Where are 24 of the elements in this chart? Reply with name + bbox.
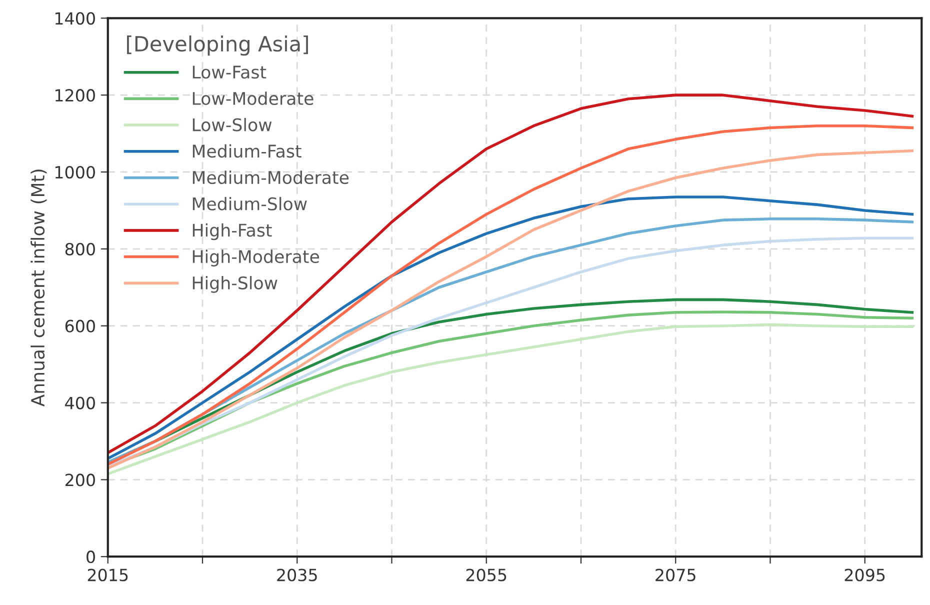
legend-label: Low-Moderate [192,92,314,106]
y-tick-label: 400 [65,396,95,410]
legend-title: [Developing Asia] [127,36,308,56]
legend-label: High-Moderate [192,250,320,266]
y-tick-label: 200 [65,474,95,486]
y-tick-label: 600 [65,320,95,332]
x-tick-label: 2075 [656,568,696,582]
legend-label: Low-Fast [192,66,266,79]
legend-label: Medium-Moderate [192,170,349,184]
x-tick-label: 2035 [277,568,317,582]
legend-label: Medium-Fast [192,144,302,158]
x-tick-label: 2055 [466,568,506,582]
x-tick-label: 2095 [844,568,885,582]
y-tick-label: 1200 [55,89,95,102]
y-axis-title: Annual cement inflow (Mt) [30,170,47,407]
legend-label: High-Fast [192,223,272,240]
y-tick-label: 0 [86,550,95,564]
x-tick-label: 2015 [88,568,128,582]
y-tick-label: 1000 [55,166,95,179]
y-tick-label: 1400 [55,12,95,25]
legend-label: High-Slow [192,276,278,293]
legend-label: Low-Slow [192,118,272,132]
legend-label: Medium-Slow [192,196,307,210]
y-tick-label: 800 [65,242,95,256]
